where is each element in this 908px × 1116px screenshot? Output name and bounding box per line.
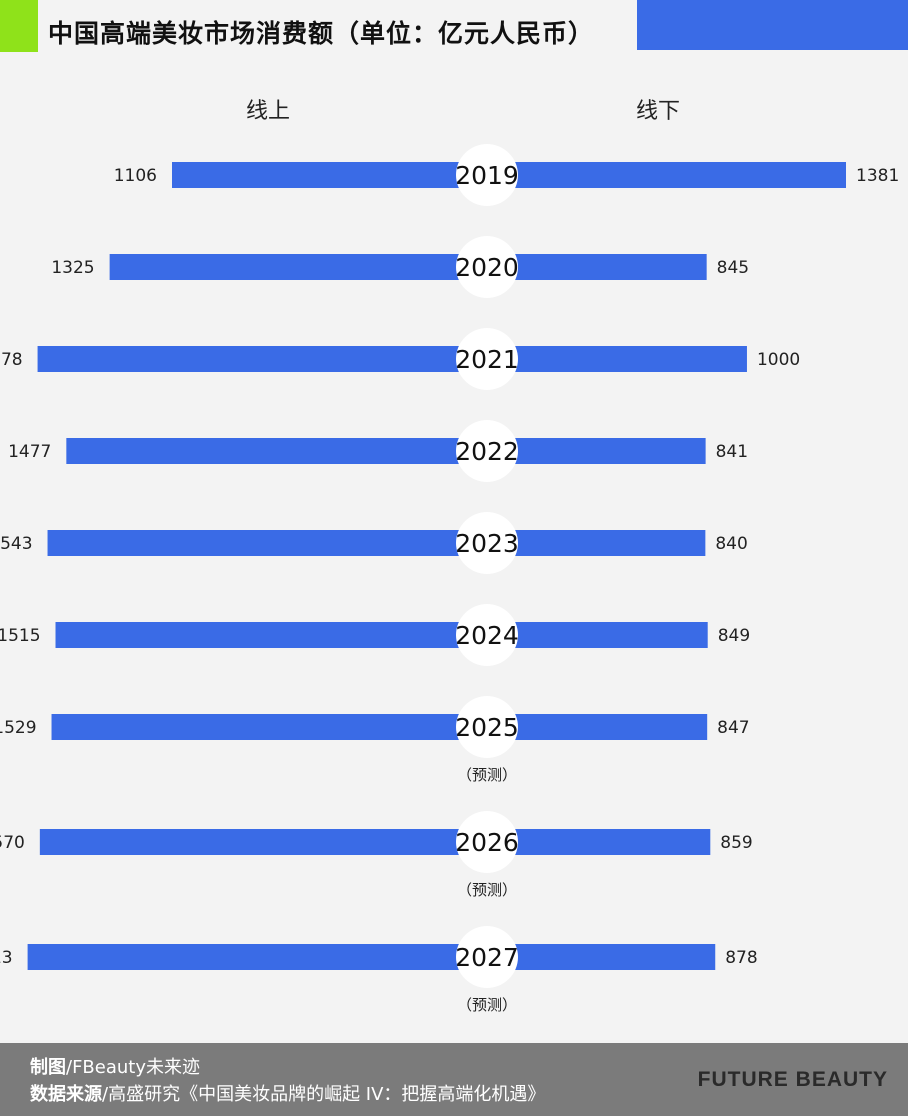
bar-offline-2025 (487, 714, 708, 740)
year-label-2019: 2019 (455, 161, 519, 190)
value-label-offline-2025: 847 (717, 718, 749, 738)
bar-offline-2022 (487, 438, 706, 464)
year-circle-2022 (456, 420, 518, 482)
value-label-online-2019: 1106 (114, 166, 157, 186)
bar-online-2026 (39, 829, 487, 855)
year-label-2021: 2021 (455, 345, 519, 374)
year-label-2023: 2023 (455, 529, 519, 558)
forecast-note-2027: （预测） (457, 996, 517, 1014)
value-label-online-2024: 1515 (0, 626, 41, 646)
value-label-offline-2026: 859 (720, 833, 752, 853)
year-circle-2020 (456, 236, 518, 298)
bar-offline-2021 (487, 346, 747, 372)
forecast-note-2026: （预测） (457, 881, 517, 899)
footer-source: 数据来源/高盛研究《中国美妆品牌的崛起 IV：把握高端化机遇》 (30, 1084, 546, 1105)
value-label-offline-2020: 845 (717, 258, 749, 278)
green-accent-block (0, 0, 38, 52)
value-label-offline-2024: 849 (718, 626, 750, 646)
bar-online-2025 (51, 714, 487, 740)
bar-offline-2019 (487, 162, 846, 188)
year-label-2022: 2022 (455, 437, 519, 466)
year-circle-2026 (456, 811, 518, 873)
value-label-online-2022: 1477 (8, 442, 51, 462)
bar-offline-2020 (487, 254, 707, 280)
value-label-offline-2023: 840 (715, 534, 747, 554)
bar-offline-2027 (487, 944, 716, 970)
year-circle-2019 (456, 144, 518, 206)
diverging-bar-chart: 1106 1381 2019 1325 845 2020 1578 1000 2021 1477 8… (0, 144, 899, 1014)
value-label-offline-2019: 1381 (856, 166, 899, 186)
year-circle-2027 (456, 926, 518, 988)
bar-offline-2024 (487, 622, 708, 648)
bar-offline-2026 (487, 829, 711, 855)
value-label-online-2026: 1570 (0, 833, 25, 853)
value-label-online-2027: 1613 (0, 948, 13, 968)
value-label-offline-2021: 1000 (757, 350, 800, 370)
bar-online-2022 (66, 438, 487, 464)
bar-online-2023 (47, 530, 488, 556)
year-label-2027: 2027 (455, 943, 519, 972)
blue-accent-block (637, 0, 908, 50)
year-label-2024: 2024 (455, 621, 519, 650)
series-label-online: 线上 (246, 99, 291, 124)
year-circle-2023 (456, 512, 518, 574)
bar-online-2027 (27, 944, 488, 970)
value-label-offline-2027: 878 (725, 948, 757, 968)
value-label-online-2020: 1325 (51, 258, 94, 278)
bar-offline-2023 (487, 530, 706, 556)
brand-logo-text: FUTURE BEAUTY (697, 1068, 888, 1091)
footer-credit: 制图/FBeauty未来迹 (30, 1057, 200, 1078)
bar-online-2019 (172, 162, 487, 188)
value-label-online-2023: 1543 (0, 534, 33, 554)
value-label-offline-2022: 841 (716, 442, 748, 462)
bar-online-2024 (55, 622, 487, 648)
bar-online-2020 (109, 254, 487, 280)
footer: 制图/FBeauty未来迹 数据来源/高盛研究《中国美妆品牌的崛起 IV：把握高… (0, 1043, 908, 1116)
chart-title: 中国高端美妆市场消费额（单位：亿元人民币） (48, 19, 595, 48)
year-label-2020: 2020 (455, 253, 519, 282)
year-circle-2021 (456, 328, 518, 390)
year-label-2026: 2026 (455, 828, 519, 857)
series-label-offline: 线下 (636, 99, 681, 124)
value-label-online-2025: 1529 (0, 718, 37, 738)
forecast-note-2025: （预测） (457, 766, 517, 784)
year-circle-2024 (456, 604, 518, 666)
year-label-2025: 2025 (455, 713, 519, 742)
value-label-online-2021: 1578 (0, 350, 23, 370)
year-circle-2025 (456, 696, 518, 758)
bar-online-2021 (37, 346, 488, 372)
